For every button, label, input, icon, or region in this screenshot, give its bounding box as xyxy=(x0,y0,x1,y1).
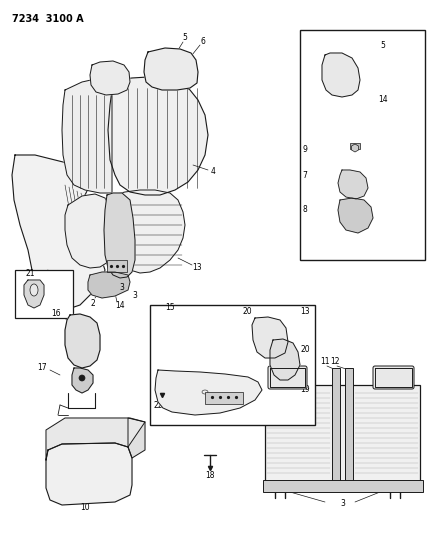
Text: 17: 17 xyxy=(37,364,47,373)
Polygon shape xyxy=(252,317,288,358)
Text: 18: 18 xyxy=(205,471,215,480)
Text: 5: 5 xyxy=(381,41,385,50)
Ellipse shape xyxy=(30,284,38,296)
Polygon shape xyxy=(104,193,135,278)
Text: 4: 4 xyxy=(211,167,215,176)
Polygon shape xyxy=(270,368,305,387)
Text: 7234  3100 A: 7234 3100 A xyxy=(12,14,84,24)
Bar xyxy=(300,30,425,260)
Polygon shape xyxy=(24,280,44,308)
Text: 22: 22 xyxy=(153,401,163,410)
Polygon shape xyxy=(144,48,198,90)
Text: 1: 1 xyxy=(24,277,28,286)
Polygon shape xyxy=(375,368,412,387)
Polygon shape xyxy=(338,198,373,233)
Text: 3: 3 xyxy=(341,498,345,507)
Polygon shape xyxy=(46,443,132,505)
Text: 6: 6 xyxy=(201,36,205,45)
Bar xyxy=(205,392,243,404)
Text: 5: 5 xyxy=(183,34,187,43)
Bar xyxy=(265,385,420,485)
Text: 3: 3 xyxy=(133,290,137,300)
Polygon shape xyxy=(12,155,105,310)
Text: 19: 19 xyxy=(300,385,310,394)
Text: 9: 9 xyxy=(302,146,308,155)
Text: 20: 20 xyxy=(242,306,252,316)
Text: 2: 2 xyxy=(91,298,95,308)
Polygon shape xyxy=(65,194,113,268)
Bar xyxy=(350,143,360,149)
Text: 7: 7 xyxy=(302,171,308,180)
Polygon shape xyxy=(88,272,130,298)
Text: 14: 14 xyxy=(115,302,125,311)
Text: 16: 16 xyxy=(51,309,61,318)
Bar xyxy=(263,480,423,492)
Polygon shape xyxy=(65,314,100,368)
Text: 3: 3 xyxy=(120,282,124,292)
Text: 13: 13 xyxy=(192,262,202,271)
Polygon shape xyxy=(108,77,208,195)
Bar xyxy=(332,368,340,485)
Text: 21: 21 xyxy=(25,270,34,279)
Text: 20: 20 xyxy=(300,345,310,354)
Polygon shape xyxy=(62,78,112,193)
FancyBboxPatch shape xyxy=(373,366,414,389)
Polygon shape xyxy=(72,368,93,393)
Polygon shape xyxy=(90,61,130,95)
Bar xyxy=(107,260,127,272)
Polygon shape xyxy=(338,170,368,199)
Polygon shape xyxy=(270,339,300,380)
Text: 11: 11 xyxy=(320,358,330,367)
Bar xyxy=(15,270,73,318)
Polygon shape xyxy=(322,53,360,97)
Text: 15: 15 xyxy=(165,303,175,311)
Polygon shape xyxy=(46,418,145,460)
FancyBboxPatch shape xyxy=(268,366,307,389)
Polygon shape xyxy=(128,418,145,458)
Circle shape xyxy=(79,375,85,381)
Polygon shape xyxy=(108,190,185,273)
Text: 14: 14 xyxy=(378,95,388,104)
Bar xyxy=(150,305,315,425)
Text: 8: 8 xyxy=(302,206,307,214)
Bar xyxy=(345,368,353,485)
Polygon shape xyxy=(155,370,262,415)
Text: 12: 12 xyxy=(330,358,340,367)
Text: 10: 10 xyxy=(80,504,90,513)
Text: 13: 13 xyxy=(300,308,310,317)
